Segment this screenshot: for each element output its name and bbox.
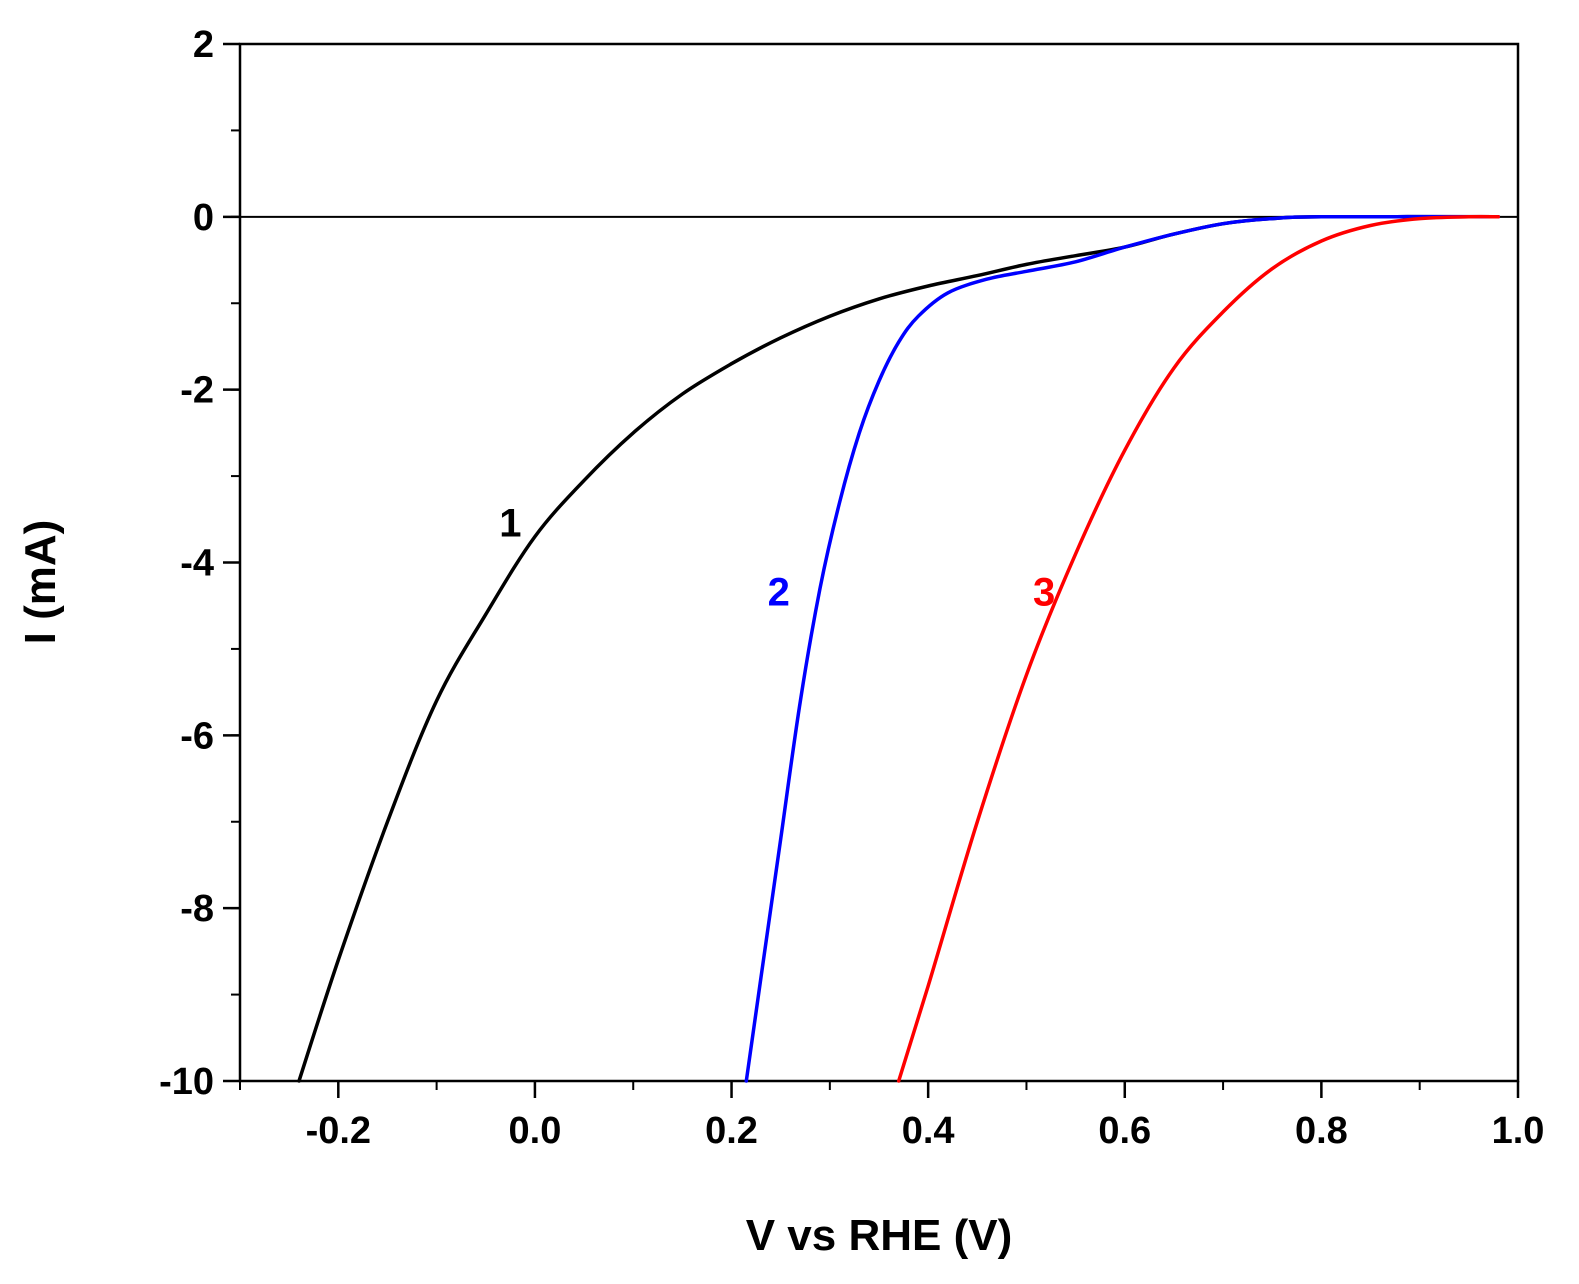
series-labels: 1 2 3 — [499, 502, 1055, 615]
x-tick-label: 0.0 — [509, 1110, 562, 1152]
y-axis-title: I (mA) — [16, 520, 65, 645]
x-tick-label: 0.6 — [1098, 1110, 1151, 1152]
plot-frame — [238, 42, 1520, 1083]
x-axis-title: V vs RHE (V) — [746, 1211, 1013, 1260]
y-tick-label: -2 — [180, 370, 214, 412]
x-tick-label: 0.2 — [705, 1110, 758, 1152]
x-tick-label: -0.2 — [306, 1110, 371, 1152]
x-tick-label: 1.0 — [1492, 1110, 1545, 1152]
plot-border — [238, 42, 1520, 1083]
series-label-3: 3 — [1033, 571, 1055, 615]
series-lines — [297, 214, 1501, 1083]
y-tick-label: 2 — [193, 24, 214, 66]
axis-ticks — [223, 42, 1520, 1098]
y-tick-label: -6 — [180, 715, 214, 757]
x-tick-label: 0.8 — [1295, 1110, 1348, 1152]
series-line-2 — [744, 214, 1501, 1083]
series-line-3 — [896, 214, 1501, 1083]
y-tick-label: -10 — [159, 1061, 214, 1103]
y-tick-label: -8 — [180, 888, 214, 930]
series-line-1 — [297, 214, 1501, 1083]
y-tick-label: -4 — [180, 543, 214, 585]
y-tick-label: 0 — [193, 197, 214, 239]
x-tick-label: 0.4 — [902, 1110, 955, 1152]
axis-tick-labels: -0.2 0.0 0.2 0.4 0.6 0.8 1.0 -10 -8 -6 -4 -2 0 2 — [159, 24, 1544, 1152]
series-label-1: 1 — [499, 502, 521, 546]
series-label-2: 2 — [768, 571, 790, 615]
